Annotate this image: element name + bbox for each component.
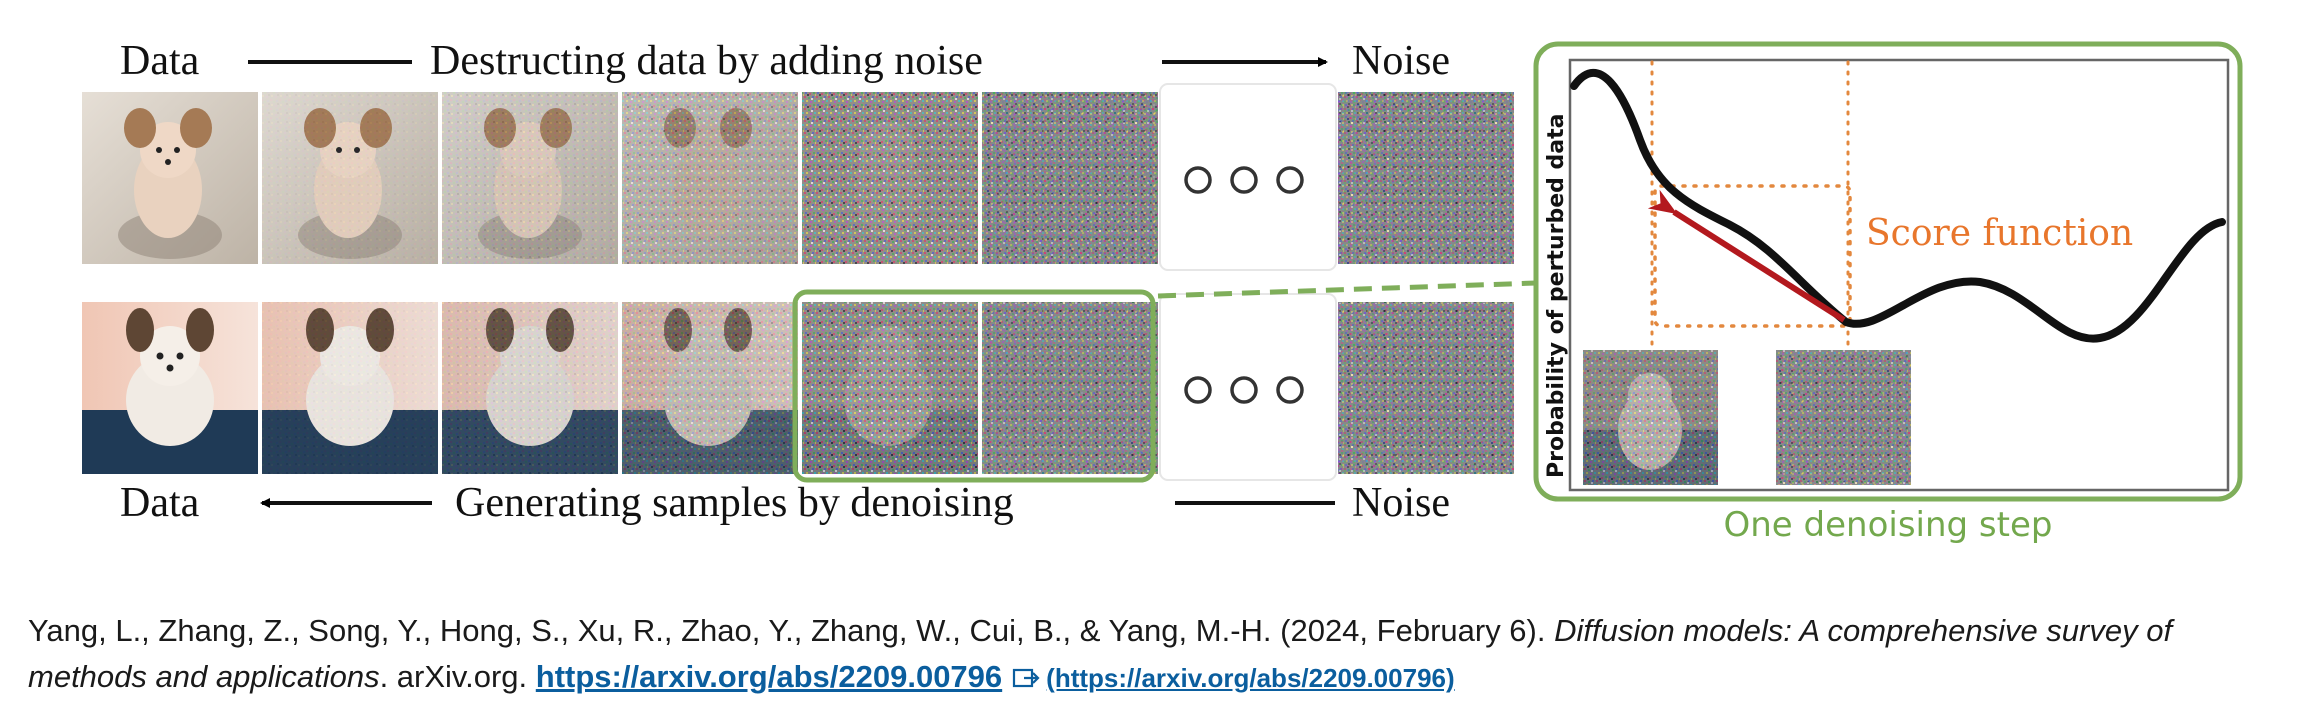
- noise-image-top: [1338, 92, 1514, 264]
- zoom-connector: [1157, 280, 1537, 299]
- dog-image-gen-step-4: [802, 302, 978, 474]
- inset-image-noisy: [1776, 350, 1911, 485]
- dog-image-gen-step-5: [982, 302, 1158, 474]
- dog-image-step-3: [622, 92, 798, 264]
- bottom-left-label: Data: [120, 480, 200, 526]
- inset-y-axis-label: Probability of perturbed data: [1544, 114, 1569, 479]
- dog-image-gen-step-2: [442, 302, 618, 474]
- top-right-label: Noise: [1352, 38, 1450, 84]
- density-curve: [1570, 68, 2226, 343]
- inset-image-denoised: [1583, 350, 1718, 485]
- ellipsis-tile-bottom: [1159, 293, 1337, 481]
- denoising-step-highlight: [792, 289, 1156, 483]
- dog-image-step-2: [442, 92, 618, 264]
- noise-image-bottom: [1338, 302, 1514, 474]
- dog-image-generated: [82, 302, 258, 474]
- ellipsis-tile-top: [1159, 83, 1337, 271]
- dog-image-step-4: [802, 92, 978, 264]
- dog-image-gen-step-1: [262, 302, 438, 474]
- dog-image-step-5: [982, 92, 1158, 264]
- citation: Yang, L., Zhang, Z., Song, Y., Hong, S.,…: [28, 608, 2278, 701]
- dog-image-clean: [82, 92, 258, 264]
- top-image-row: [82, 83, 1514, 271]
- denoising-inset: Probability of perturbed data Score func…: [1533, 41, 2243, 545]
- citation-title: Diffusion models: A comprehensive survey…: [28, 613, 2173, 694]
- score-function-box: [1653, 184, 1852, 328]
- inset-caption: One denoising step: [1724, 505, 2053, 545]
- inset-plot-frame: [1568, 58, 2230, 492]
- dog-image-step-1: [262, 92, 438, 264]
- score-arrow: [1647, 189, 1846, 323]
- dog-image-gen-step-3: [622, 302, 798, 474]
- citation-link[interactable]: https://arxiv.org/abs/2209.00796: [535, 659, 1003, 694]
- citation-external-link[interactable]: (https://arxiv.org/abs/2209.00796): [1046, 663, 1455, 693]
- top-left-label: Data: [120, 38, 200, 84]
- score-function-label: Score function: [1866, 213, 2133, 254]
- bottom-image-row: [82, 293, 1514, 481]
- bottom-right-label: Noise: [1352, 480, 1450, 526]
- diffusion-figure: Data Destructing data by adding noise No…: [82, 38, 2243, 545]
- bottom-caption: Generating samples by denoising: [455, 480, 1014, 526]
- citation-source: . arXiv.org.: [379, 659, 536, 694]
- citation-authors: Yang, L., Zhang, Z., Song, Y., Hong, S.,…: [28, 613, 1555, 648]
- top-caption: Destructing data by adding noise: [430, 38, 983, 84]
- external-link-icon: [1013, 668, 1040, 688]
